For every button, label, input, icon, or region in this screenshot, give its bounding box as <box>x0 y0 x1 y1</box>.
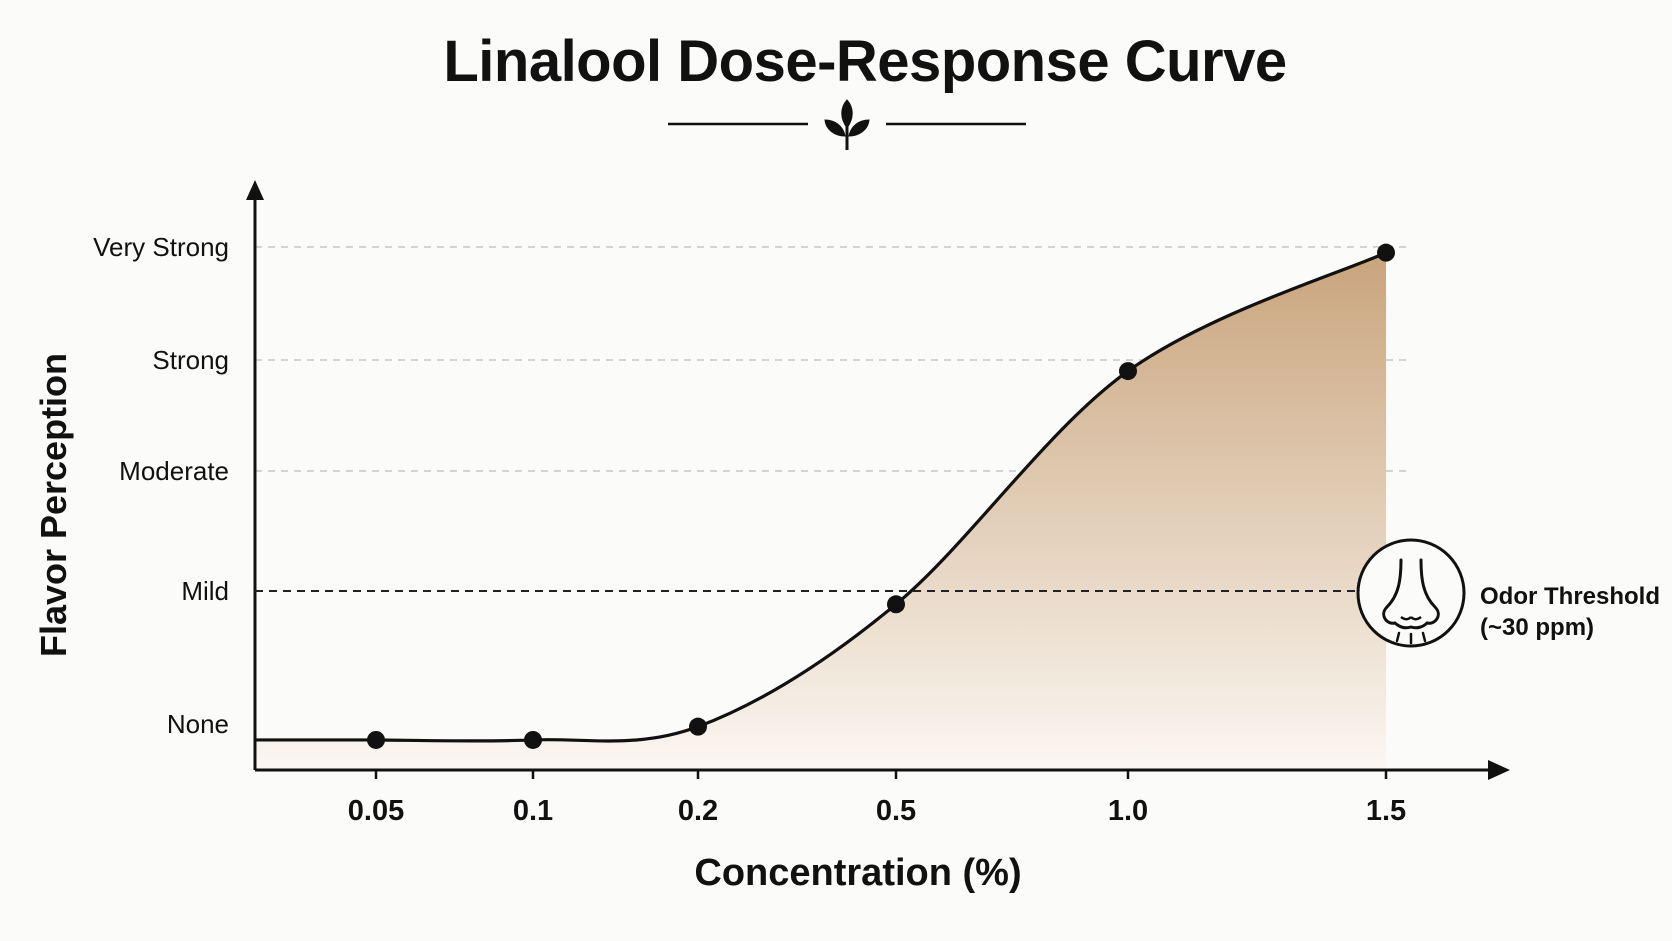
odor-threshold-annotation: Odor Threshold (~30 ppm) <box>1480 581 1660 643</box>
x-tick-label: 0.1 <box>513 795 553 827</box>
x-axis-arrow <box>1488 760 1510 780</box>
y-axis-arrow <box>246 180 264 200</box>
data-point <box>1377 243 1395 262</box>
y-axis-label: Flavor Perception <box>33 352 74 658</box>
data-point <box>1119 362 1137 381</box>
sprout-icon <box>824 99 870 150</box>
data-point <box>524 730 542 749</box>
x-tick-label: 0.5 <box>876 795 916 827</box>
y-tick-label: None <box>167 709 229 739</box>
data-point <box>689 717 707 736</box>
x-tick-label: 0.2 <box>678 795 718 827</box>
y-tick-label: Mild <box>181 576 229 606</box>
odor-threshold-label: Odor Threshold <box>1480 583 1660 610</box>
odor-threshold-value: (~30 ppm) <box>1480 614 1595 641</box>
y-tick-label: Strong <box>152 345 229 375</box>
data-point <box>887 595 905 614</box>
area-fill <box>257 252 1386 770</box>
y-tick-label: Moderate <box>119 456 229 486</box>
nose-icon <box>1356 538 1466 648</box>
x-axis-label: Concentration (%) <box>694 852 1022 894</box>
data-point <box>367 730 385 749</box>
x-tick-label: 0.05 <box>348 795 404 827</box>
x-tick-label: 1.5 <box>1366 795 1406 827</box>
chart-title: Linalool Dose-Response Curve <box>443 29 1287 94</box>
y-tick-label: Very Strong <box>93 232 229 262</box>
x-tick-label: 1.0 <box>1108 795 1148 827</box>
